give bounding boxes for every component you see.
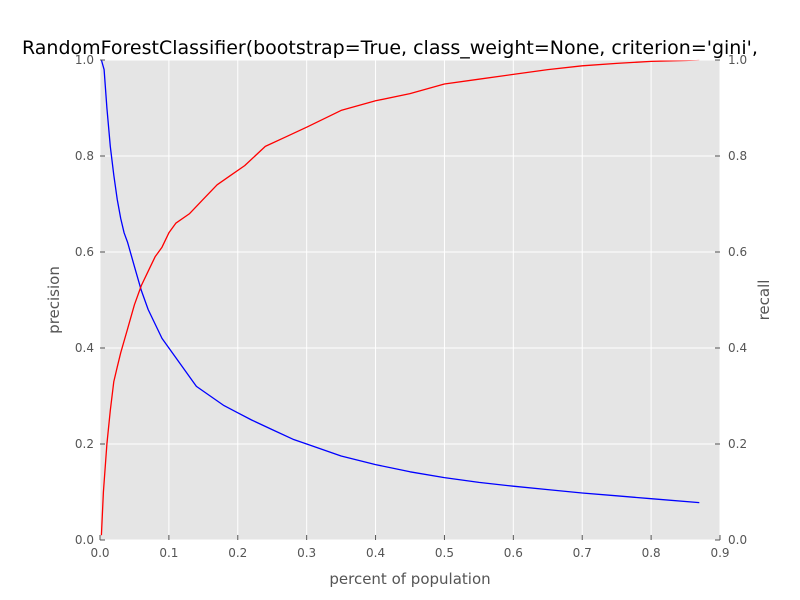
x-tick-label: 0.6 bbox=[504, 546, 523, 560]
y-axis-right-title: recall bbox=[755, 280, 773, 321]
y-right-tick-label: 0.8 bbox=[728, 149, 747, 163]
chart-title: RandomForestClassifier(bootstrap=True, c… bbox=[22, 37, 758, 59]
y-axis-left-title: precision bbox=[45, 266, 63, 334]
y-left-tick-label: 0.2 bbox=[75, 437, 94, 451]
y-left-tick-label: 0.8 bbox=[75, 149, 94, 163]
plot-area bbox=[100, 60, 720, 540]
y-right-tick-label: 0.2 bbox=[728, 437, 747, 451]
x-tick-label: 0.8 bbox=[642, 546, 661, 560]
series-lines bbox=[100, 59, 700, 536]
x-tick-label: 0.5 bbox=[435, 546, 454, 560]
y-left-tick-label: 0.4 bbox=[75, 341, 94, 355]
axis-ticks: 0.0 0.1 0.2 0.3 0.4 0.5 0.6 0.7 0.8 0.90.00.20.40… bbox=[75, 53, 747, 560]
recall-series-line bbox=[100, 59, 700, 536]
x-axis-title: percent of population bbox=[329, 570, 490, 588]
y-right-tick-label: 0.4 bbox=[728, 341, 747, 355]
y-right-tick-label: 0.6 bbox=[728, 245, 747, 259]
x-tick-label: 0.0 bbox=[90, 546, 109, 560]
y-left-tick-label: 1.0 bbox=[75, 53, 94, 67]
x-tick-label: 0.2 bbox=[228, 546, 247, 560]
x-tick-label: 0.3 bbox=[297, 546, 316, 560]
y-right-tick-label: 1.0 bbox=[728, 53, 747, 67]
x-tick-label: 0.1 bbox=[159, 546, 178, 560]
y-left-tick-label: 0.0 bbox=[75, 533, 94, 547]
x-tick-label: 0.9 bbox=[710, 546, 729, 560]
x-tick-label: 0.4 bbox=[366, 546, 385, 560]
y-left-tick-label: 0.6 bbox=[75, 245, 94, 259]
x-tick-label: 0.7 bbox=[573, 546, 592, 560]
y-right-tick-label: 0.0 bbox=[728, 533, 747, 547]
plot-frame bbox=[99, 59, 721, 541]
precision-series-line bbox=[100, 59, 700, 504]
